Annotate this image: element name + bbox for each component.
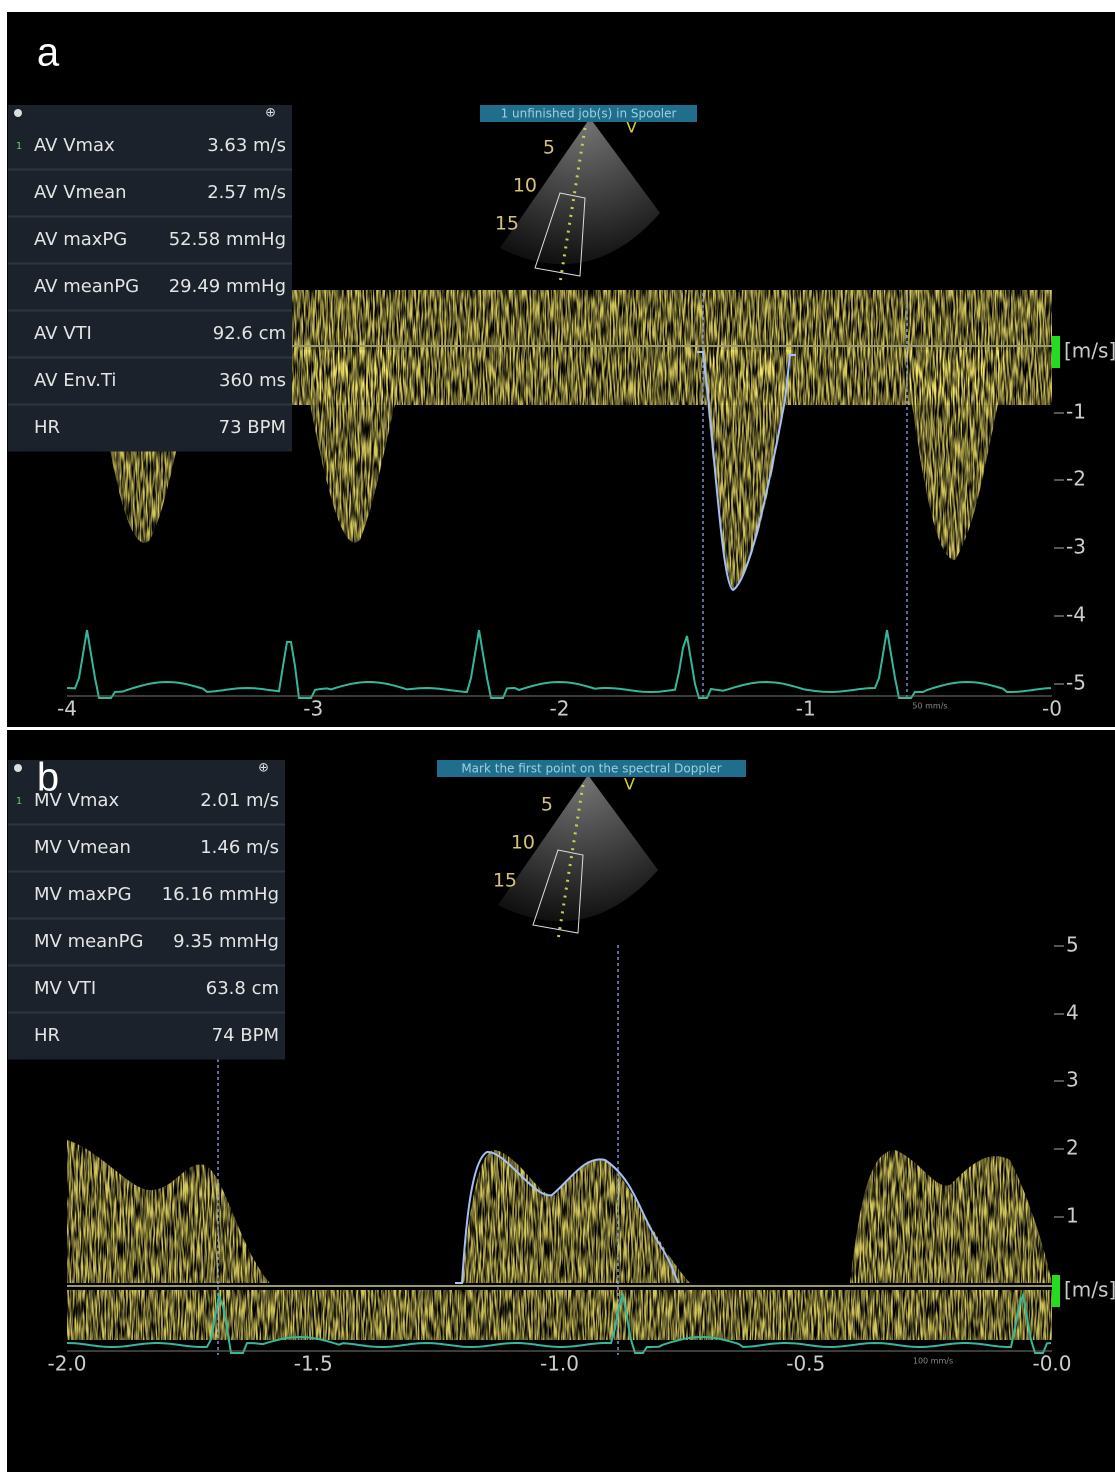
measurement-name: AV meanPG bbox=[34, 276, 139, 297]
table-icon: ⊕ bbox=[265, 106, 276, 121]
measurement-value: 2.01 m/s bbox=[200, 790, 279, 811]
velocity-unit: [m/s] bbox=[1064, 1278, 1115, 1302]
measurement-value: 3.63 m/s bbox=[207, 135, 286, 156]
time-tick-label: -1 bbox=[796, 697, 816, 721]
measurement-name: MV Vmean bbox=[34, 837, 131, 858]
measurement-value: 16.16 mmHg bbox=[162, 884, 279, 905]
table-icon bbox=[14, 764, 22, 772]
measurement-name: AV Vmean bbox=[34, 182, 127, 203]
time-tick-label: -2.0 bbox=[47, 1352, 86, 1376]
panel-label: b bbox=[37, 756, 59, 800]
depth-label: 15 bbox=[495, 213, 519, 235]
depth-label: 15 bbox=[493, 870, 517, 892]
time-tick-label: -3 bbox=[303, 697, 323, 721]
measurement-name: HR bbox=[34, 417, 60, 438]
measurement-value: 52.58 mmHg bbox=[169, 229, 286, 250]
velocity-tick-label: -4 bbox=[1066, 603, 1086, 627]
time-tick-label: -0 bbox=[1042, 697, 1062, 721]
measurement-value: 9.35 mmHg bbox=[173, 931, 279, 952]
banner-text: Mark the first point on the spectral Dop… bbox=[461, 762, 721, 776]
measurement-value: 73 BPM bbox=[219, 417, 286, 438]
measurement-value: 29.49 mmHg bbox=[169, 276, 286, 297]
row-marker: 1 bbox=[16, 796, 22, 807]
time-tick-label: -4 bbox=[57, 697, 77, 721]
velocity-tick-label: 5 bbox=[1066, 933, 1079, 957]
measurement-name: MV maxPG bbox=[34, 884, 132, 905]
measurement-value: 2.57 m/s bbox=[207, 182, 286, 203]
time-tick-label: -0.5 bbox=[786, 1352, 825, 1376]
scale-marker bbox=[1052, 336, 1060, 368]
velocity-tick-label: 3 bbox=[1066, 1068, 1079, 1092]
measurement-value: 92.6 cm bbox=[213, 323, 286, 344]
time-tick-label: -0.0 bbox=[1032, 1352, 1071, 1376]
velocity-tick-label: -5 bbox=[1066, 671, 1086, 695]
depth-label: 5 bbox=[543, 137, 555, 159]
velocity-tick-label: 1 bbox=[1066, 1204, 1079, 1228]
depth-label: 10 bbox=[513, 175, 537, 197]
measurement-name: MV meanPG bbox=[34, 931, 143, 952]
row-marker: 1 bbox=[16, 141, 22, 152]
velocity-tick-label: 4 bbox=[1066, 1001, 1079, 1025]
depth-label: 5 bbox=[541, 794, 553, 816]
measurement-name: AV Env.Ti bbox=[34, 370, 116, 391]
time-tick-label: -1.5 bbox=[294, 1352, 333, 1376]
velocity-tick-label: -3 bbox=[1066, 535, 1086, 559]
page: [m/s]-1-2-3-4-5-4-3-2-1-050 mm/s51015V1 … bbox=[0, 0, 1115, 1472]
scale-marker bbox=[1052, 1275, 1060, 1307]
measurement-value: 1.46 m/s bbox=[200, 837, 279, 858]
table-icon: ⊕ bbox=[258, 761, 269, 776]
measurement-value: 63.8 cm bbox=[206, 978, 279, 999]
table-icon bbox=[14, 109, 22, 117]
velocity-tick-label: 2 bbox=[1066, 1136, 1079, 1160]
sweep-speed: 50 mm/s bbox=[912, 702, 947, 711]
velocity-unit: [m/s] bbox=[1064, 339, 1115, 363]
sweep-speed: 100 mm/s bbox=[913, 1357, 953, 1366]
measurement-name: MV VTI bbox=[34, 978, 96, 999]
measurement-value: 360 ms bbox=[219, 370, 286, 391]
probe-mark: V bbox=[624, 775, 635, 794]
time-tick-label: -1.0 bbox=[540, 1352, 579, 1376]
velocity-tick-label: -1 bbox=[1066, 400, 1086, 424]
measurement-name: AV VTI bbox=[34, 323, 92, 344]
measurement-name: AV maxPG bbox=[34, 229, 127, 250]
screenshot: [m/s]-1-2-3-4-5-4-3-2-1-050 mm/s51015V1 … bbox=[0, 0, 1115, 1472]
panel-label: a bbox=[37, 31, 60, 75]
depth-label: 10 bbox=[511, 832, 535, 854]
measurement-name: HR bbox=[34, 1025, 60, 1046]
velocity-tick-label: -2 bbox=[1066, 467, 1086, 491]
measurement-name: AV Vmax bbox=[34, 135, 115, 156]
time-tick-label: -2 bbox=[550, 697, 570, 721]
banner-text: 1 unfinished job(s) in Spooler bbox=[501, 107, 677, 121]
measurement-value: 74 BPM bbox=[212, 1025, 279, 1046]
